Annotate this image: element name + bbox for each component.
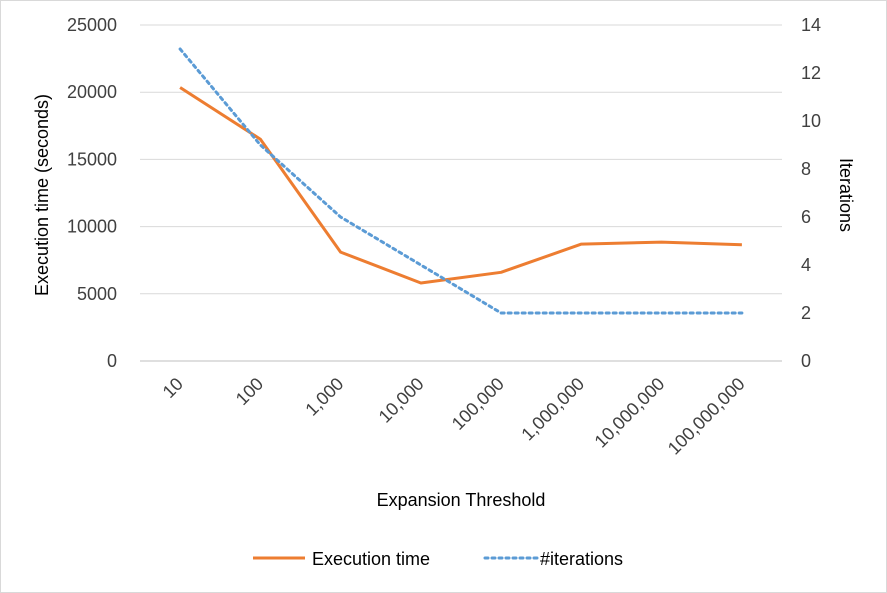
legend: Execution time #iterations	[253, 549, 623, 569]
y-tick-label: 0	[107, 351, 117, 371]
y2-tick-label: 12	[801, 63, 821, 83]
x-tick-label: 10,000	[375, 374, 428, 427]
y-tick-label: 25000	[67, 15, 117, 35]
y2-tick-label: 8	[801, 159, 811, 179]
series-execution-time-line	[179, 86, 742, 285]
y-tick-label: 15000	[67, 149, 117, 169]
y-axis-right-ticks: 0 2 4 6 8 10 12 14	[801, 15, 821, 371]
legend-label-execution-time: Execution time	[312, 549, 430, 569]
y2-axis-title: Iterations	[836, 158, 856, 232]
y2-tick-label: 6	[801, 207, 811, 227]
y-tick-label: 10000	[67, 217, 117, 237]
x-tick-label: 10	[159, 374, 187, 402]
series-lines	[178, 47, 744, 315]
x-tick-label: 100,000,000	[664, 374, 749, 459]
y2-tick-label: 0	[801, 351, 811, 371]
y-axis-left-ticks: 0 5000 10000 15000 20000 25000	[67, 15, 117, 371]
gridlines	[140, 24, 782, 362]
legend-label-iterations: #iterations	[540, 549, 623, 569]
series-iterations-line	[178, 47, 744, 315]
y2-tick-label: 2	[801, 303, 811, 323]
x-tick-label: 1,000,000	[517, 374, 588, 445]
y2-tick-label: 14	[801, 15, 821, 35]
y2-tick-label: 10	[801, 111, 821, 131]
x-tick-label: 10,000,000	[591, 374, 669, 452]
x-tick-label: 1,000	[301, 374, 347, 420]
y2-tick-label: 4	[801, 255, 811, 275]
x-tick-label: 100	[232, 374, 267, 409]
x-tick-label: 100,000	[448, 374, 508, 434]
y-tick-label: 5000	[77, 284, 117, 304]
y-axis-title: Execution time (seconds)	[32, 94, 52, 296]
x-axis-title: Expansion Threshold	[377, 490, 546, 510]
y-tick-label: 20000	[67, 82, 117, 102]
x-axis-ticks: 10 100 1,000 10,000 100,000 1,000,000 10,000,0…	[159, 374, 749, 459]
